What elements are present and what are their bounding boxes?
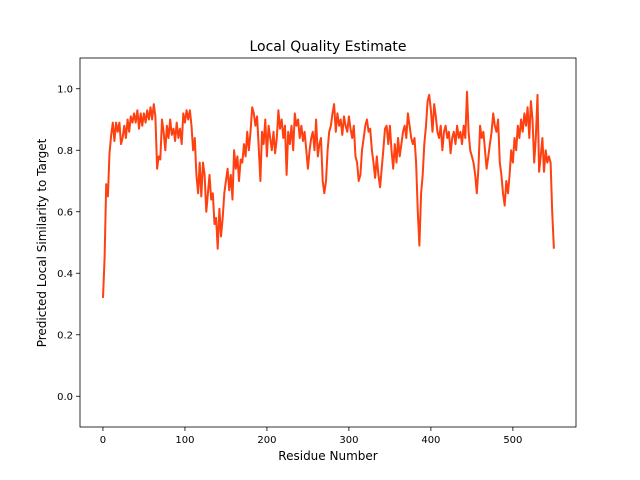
y-axis-label: Predicted Local Similarity to Target xyxy=(35,138,49,347)
series-line-0 xyxy=(102,90,555,298)
x-tick-label: 100 xyxy=(175,435,194,446)
plot-area xyxy=(102,90,555,298)
x-tick-label: 0 xyxy=(100,435,106,446)
x-tick-label: 300 xyxy=(339,435,358,446)
chart-title: Local Quality Estimate xyxy=(249,39,406,55)
y-tick-label: 0.2 xyxy=(57,330,73,341)
y-tick-label: 0.8 xyxy=(57,146,73,157)
x-tick-label: 400 xyxy=(421,435,440,446)
x-tick-label: 500 xyxy=(503,435,522,446)
y-tick-label: 1.0 xyxy=(57,84,73,95)
x-axis: 0 100 200 300 400 500 xyxy=(100,427,522,446)
axes-frame xyxy=(79,57,577,428)
y-axis: 0.0 0.2 0.4 0.6 0.8 1.0 xyxy=(57,84,80,403)
y-tick-label: 0.6 xyxy=(57,207,73,218)
y-tick-label: 0.4 xyxy=(57,269,73,280)
x-tick-label: 200 xyxy=(257,435,276,446)
y-tick-label: 0.0 xyxy=(57,392,73,403)
x-axis-label: Residue Number xyxy=(278,449,377,463)
